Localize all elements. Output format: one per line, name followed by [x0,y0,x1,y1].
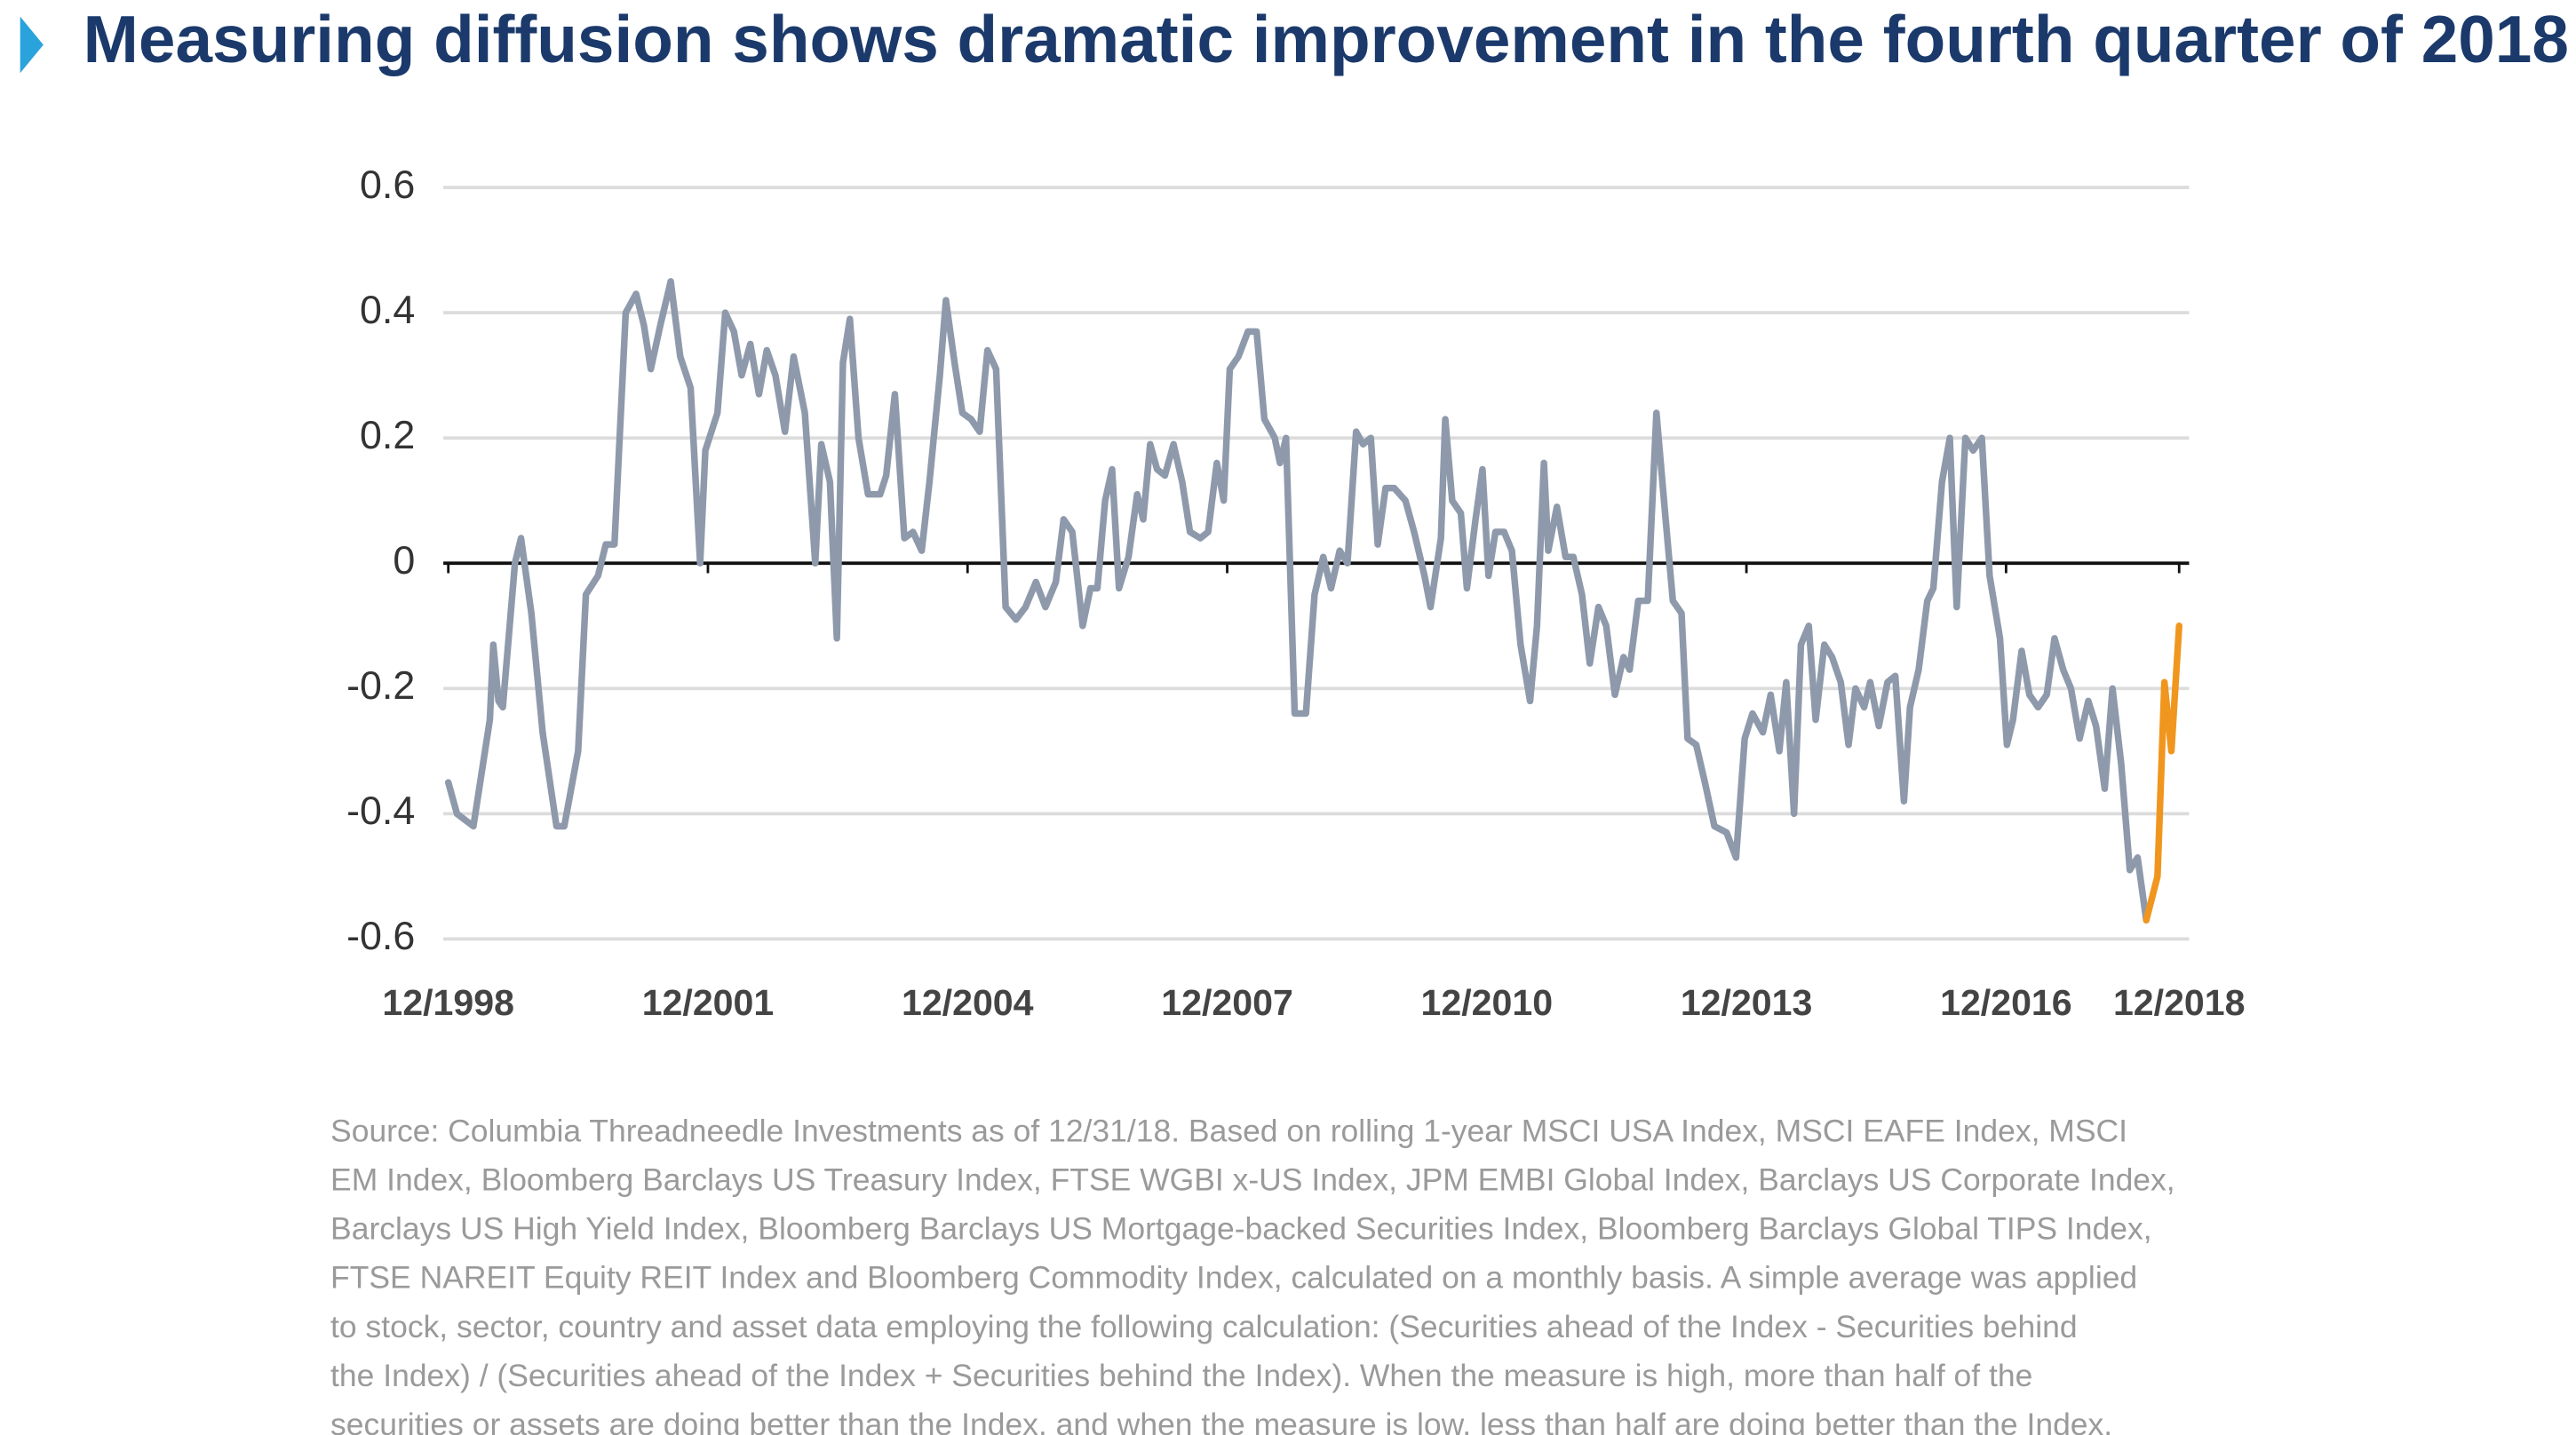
source-note: EM Index, Bloomberg Barclays US Treasury… [330,1161,2175,1197]
x-tick-label: 12/2013 [1681,982,1813,1023]
plot [444,278,2182,924]
source-note: to stock, sector, country and asset data… [330,1309,2078,1344]
labels: 0.6 0.4 0.2 0 -0.2 -0.4 -0.6 12/1998 12/2001 12/2… [330,162,2245,1435]
y-tick-label: 0.6 [360,162,415,207]
y-tick-label: 0.2 [360,412,415,457]
x-tick-label: 12/2018 [2113,982,2246,1023]
source-note: Source: Columbia Threadneedle Investment… [330,1113,2127,1148]
y-tick-label: -0.4 [346,788,415,833]
source-note: Barclays US High Yield Index, Bloomberg … [330,1211,2152,1247]
grid [443,186,2190,941]
series-line [444,278,2150,924]
x-tick-label: 12/2004 [902,982,1034,1023]
series-line [2143,622,2182,924]
y-tick-label: 0.4 [360,287,415,332]
y-tick-label: -0.2 [346,662,415,708]
source-note: the Index) / (Securities ahead of the In… [330,1358,2032,1393]
x-tick-label: 12/2007 [1161,982,1293,1023]
chart-title: Measuring diffusion shows dramatic impro… [83,2,2569,76]
x-tick-label: 12/2010 [1421,982,1554,1023]
y-tick-label: 0 [393,537,415,583]
x-tick-label: 12/1998 [382,982,514,1023]
title-marker [20,16,44,74]
source-note: FTSE NAREIT Equity REIT Index and Bloomb… [330,1260,2137,1296]
x-tick-label: 12/2016 [1940,982,2072,1023]
source-note: securities or assets are doing better th… [330,1407,2112,1435]
y-tick-label: -0.6 [346,913,415,958]
x-tick-label: 12/2001 [642,982,775,1023]
